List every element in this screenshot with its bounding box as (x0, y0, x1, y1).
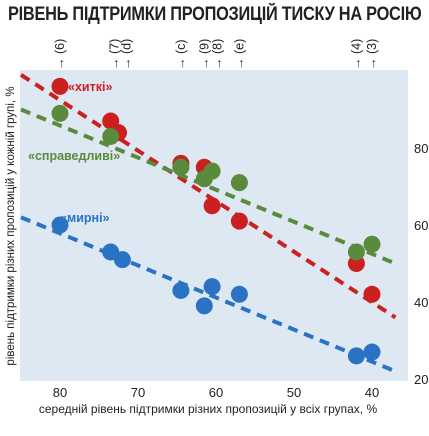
trend-line-хиткі (19, 73, 397, 320)
series-label-мирні: «мирні» (60, 211, 110, 225)
point-хиткі-6 (203, 197, 221, 215)
point-хиткі-1 (51, 77, 69, 95)
chart-title: РІВЕНЬ ПІДТРИМКИ ПРОПОЗИЦІЙ ТИСКУ НА РОС… (8, 4, 422, 25)
top-marker-8: → (8) (211, 39, 225, 70)
plot-background (20, 70, 408, 381)
top-marker-c: → (c) (174, 39, 188, 70)
point-мирні-6 (203, 278, 221, 296)
top-marker-4: → (4) (349, 39, 363, 70)
point-справедливі-8 (363, 235, 381, 253)
top-marker-9: → (9) (197, 39, 211, 70)
top-marker-6: → (6) (53, 39, 67, 70)
point-хиткі-7 (230, 212, 248, 230)
point-мирні-4 (172, 281, 190, 299)
point-справедливі-3 (172, 158, 190, 176)
point-справедливі-5 (203, 162, 221, 180)
y-tick-label-80: 80 (414, 141, 428, 156)
point-мирні-7 (230, 285, 248, 303)
x-tick-label-70: 70 (131, 385, 145, 400)
x-tick-label-40: 40 (365, 385, 379, 400)
point-мирні-5 (195, 297, 213, 315)
point-мирні-3 (113, 251, 131, 269)
y-tick-label-40: 40 (414, 295, 428, 310)
point-мирні-1 (51, 216, 69, 234)
x-tick-label-50: 50 (287, 385, 301, 400)
top-marker-e: → (e) (232, 39, 246, 70)
point-справедливі-7 (347, 243, 365, 261)
x-tick-label-80: 80 (53, 385, 67, 400)
point-мирні-8 (347, 347, 365, 365)
top-marker-d: → (d) (119, 39, 133, 70)
y-axis-label: рівень підтримки різних пропозицій у кож… (5, 86, 17, 365)
point-справедливі-6 (230, 174, 248, 192)
point-хиткі-9 (363, 285, 381, 303)
series-label-хиткі: «хиткі» (68, 80, 112, 94)
top-marker-7: → (7) (108, 39, 122, 70)
point-справедливі-1 (51, 104, 69, 122)
y-tick-label-20: 20 (414, 372, 428, 387)
point-мирні-9 (363, 343, 381, 361)
x-tick-label-60: 60 (209, 385, 223, 400)
top-marker-3: → (3) (365, 39, 379, 70)
x-axis-label: середній рівень підтримки різних пропози… (39, 402, 378, 416)
y-tick-label-60: 60 (414, 218, 428, 233)
series-label-справедливі: «справедливі» (28, 149, 120, 163)
point-справедливі-2 (102, 127, 120, 145)
